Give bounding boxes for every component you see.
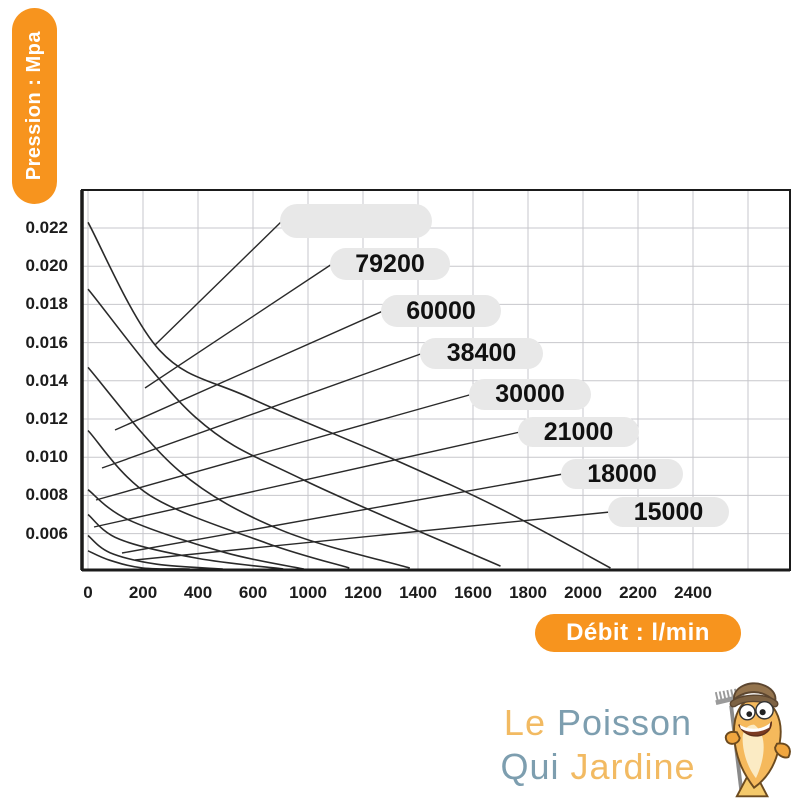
x-tick-label: 400 <box>183 583 213 602</box>
pump-curve-30000 <box>87 489 305 570</box>
curve-label-pill-21000: 21000 <box>518 417 639 447</box>
logo-word-qui: Qui <box>500 745 560 787</box>
leader-line-18000 <box>121 473 564 554</box>
leader-line-unlabeled <box>154 220 283 346</box>
y-tick-label: 0.018 <box>25 294 68 314</box>
x-tick-label: 1800 <box>509 583 547 602</box>
leader-line-21000 <box>93 431 521 528</box>
x-tick-label: 1000 <box>289 583 327 602</box>
logo-line-2: Qui Jardine <box>474 745 722 789</box>
y-tick-label: 0.012 <box>25 409 68 428</box>
flow-axis-label: Débit : l/min <box>566 619 710 646</box>
leader-line-15000 <box>134 511 611 561</box>
y-tick-label: 0.010 <box>25 447 68 467</box>
curve-label-pill-15000: 15000 <box>608 497 729 527</box>
pump-curve-21000 <box>87 513 284 570</box>
logo-line-1: Le Poisson <box>474 701 722 745</box>
logo-word-poisson: Poisson <box>556 702 693 743</box>
curve-label-pill-38400: 38400 <box>420 338 543 369</box>
brand-logo: Le Poisson Qui Jardine <box>474 701 722 789</box>
pump-curve-18000 <box>87 534 223 570</box>
x-tick-label: 2000 <box>564 583 602 602</box>
pressure-axis-label-pill: Pression : Mpa <box>12 8 57 204</box>
x-tick-label: 1400 <box>399 583 437 602</box>
curve-label-pill-blank <box>280 204 432 238</box>
curve-label-pill-18000: 18000 <box>561 459 683 489</box>
x-tick-label: 2400 <box>674 583 712 602</box>
logo-word-le: Le <box>503 702 546 743</box>
pump-curve-79200 <box>87 288 501 567</box>
curve-label-pill-30000: 30000 <box>469 379 591 410</box>
leader-line-30000 <box>95 393 472 501</box>
x-tick-label: 0 <box>83 583 93 602</box>
curve-label-pill-60000: 60000 <box>381 295 501 327</box>
pump-curve-60000 <box>87 366 411 569</box>
y-tick-label: 0.022 <box>25 218 68 237</box>
x-tick-label: 2200 <box>619 583 657 602</box>
y-tick-label: 0.020 <box>25 256 68 276</box>
x-tick-label: 1200 <box>344 583 382 602</box>
pressure-axis-label: Pression : Mpa <box>23 31 45 181</box>
leader-line-79200 <box>144 263 333 389</box>
logo-word-jardine: Jardine <box>570 745 696 787</box>
curve-label-pill-79200: 79200 <box>330 248 450 280</box>
pump-curve-unlabeled <box>87 221 611 569</box>
y-tick-label: 0.016 <box>25 332 68 352</box>
flow-axis-label-pill: Débit : l/min <box>535 614 741 652</box>
x-tick-label: 1600 <box>454 583 492 602</box>
y-tick-label: 0.006 <box>25 523 68 543</box>
y-tick-label: 0.008 <box>25 485 68 505</box>
y-tick-label: 0.014 <box>25 370 68 390</box>
pump-curve-38400 <box>87 429 350 569</box>
fish-mascot-icon <box>714 682 791 798</box>
x-tick-label: 200 <box>128 583 158 602</box>
leader-line-38400 <box>101 352 423 469</box>
x-tick-label: 600 <box>238 583 268 602</box>
leader-line-60000 <box>114 310 384 431</box>
